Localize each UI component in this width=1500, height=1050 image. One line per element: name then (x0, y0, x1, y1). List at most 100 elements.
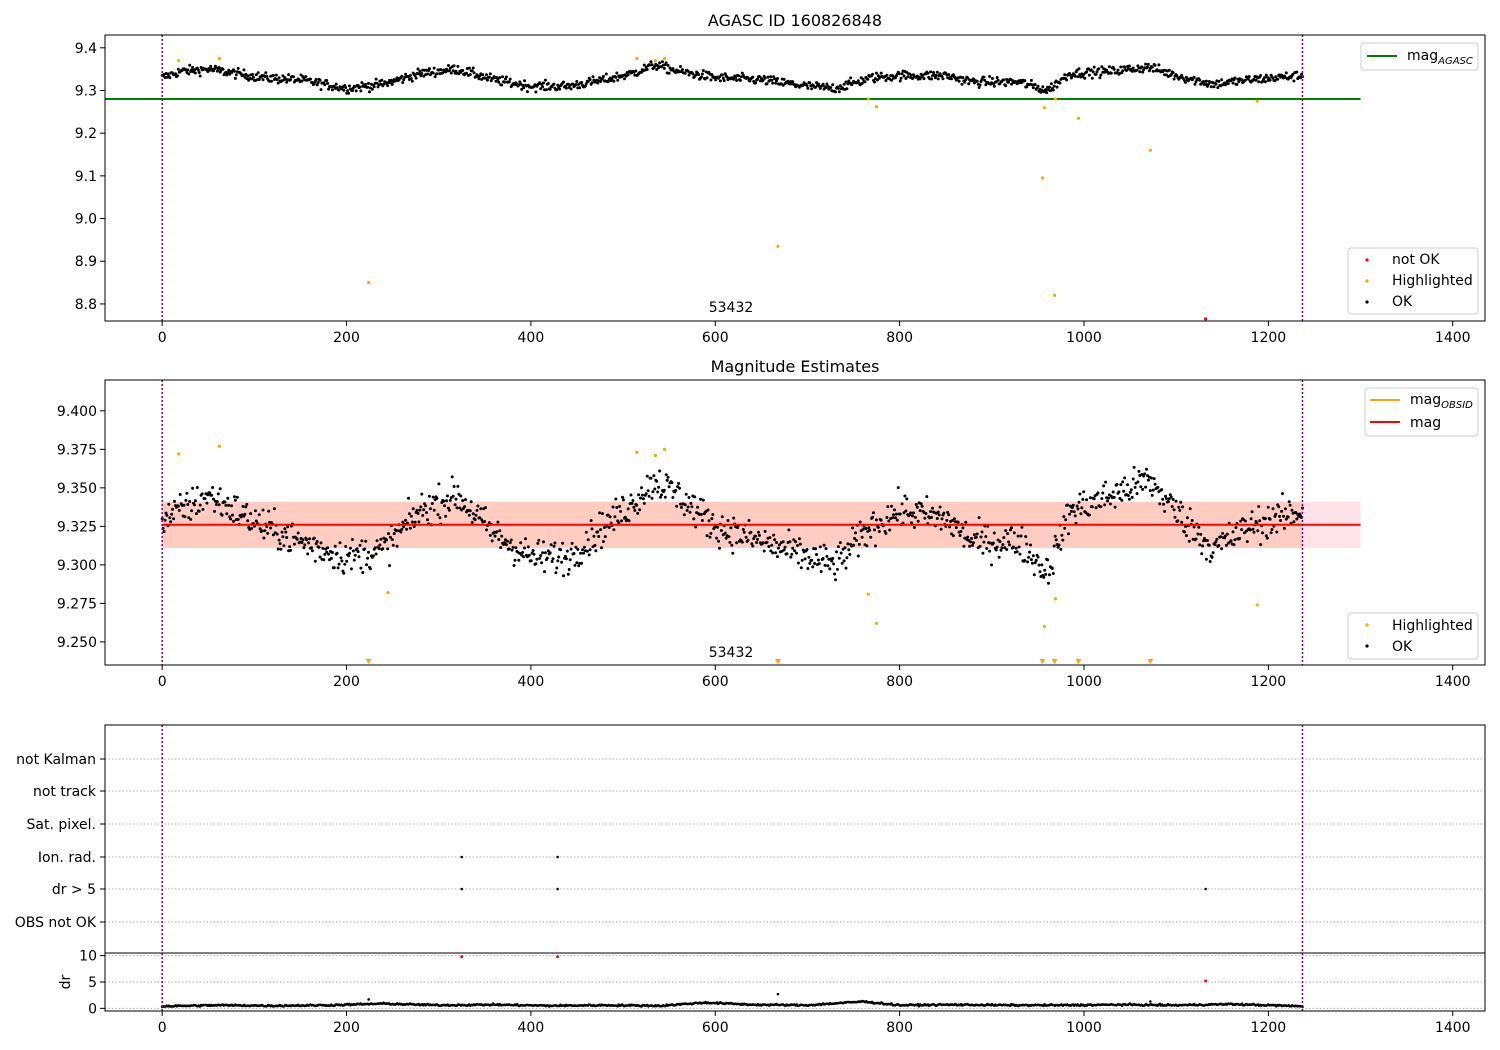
magnitude-ok-point (421, 514, 425, 517)
magnitude-ok-point (263, 529, 267, 533)
magnitude-ok-point (231, 513, 234, 517)
agasc-ok-point (418, 69, 422, 73)
agasc-ok-point (217, 66, 221, 70)
agasc-frame (104, 34, 1486, 322)
magnitude-ok-point (830, 559, 834, 563)
magnitude-ok-point (682, 513, 686, 517)
magnitude-ok-point (720, 515, 724, 519)
magnitude-ok-point (281, 535, 285, 539)
magnitude-ok-point (606, 513, 610, 517)
agasc-highlighted-point (874, 105, 879, 109)
agasc-not-ok-point (1204, 317, 1208, 321)
agasc-ok-point (1098, 76, 1102, 80)
agasc-ok-point (1291, 72, 1295, 76)
magnitude-ok-point (596, 530, 600, 534)
magnitude-ok-point (911, 514, 914, 518)
magnitude-ok-point (333, 544, 337, 548)
magnitude-ok-point (1166, 500, 1170, 504)
magnitude-ok-point (1071, 503, 1075, 507)
magnitude-ok-point (659, 495, 662, 499)
magnitude-ok-point (816, 558, 820, 562)
magnitude-ok-point (1221, 531, 1225, 535)
magnitude-ok-point (277, 538, 281, 542)
magnitude-ok-point (923, 516, 927, 520)
magnitude-highlighted-point (635, 450, 639, 455)
magnitude-ok-point (844, 566, 848, 570)
agasc-ok-point (359, 89, 363, 93)
agasc-ok-point (1116, 68, 1120, 72)
magnitude-ok-point (995, 545, 999, 549)
magnitude-ok-point (260, 529, 264, 533)
magnitude-ok-point (727, 535, 731, 539)
magnitude-ok-point (1255, 521, 1259, 525)
magnitude-ok-point (835, 567, 839, 571)
agasc-ok-point (395, 76, 399, 80)
agasc-ok-point (978, 83, 982, 87)
agasc-ok-point (461, 69, 465, 72)
agasc-ok-point (721, 76, 725, 80)
agasc-ok-point (452, 64, 456, 68)
magnitude-ok-point (361, 571, 365, 574)
magnitude-ok-point (811, 565, 815, 569)
magnitude-ok-point (649, 476, 653, 480)
magnitude-ok-point (1051, 572, 1055, 575)
magnitude-ok-point (1188, 507, 1192, 511)
magnitude-ok-point (700, 519, 704, 522)
magnitude-ok-point (782, 548, 786, 552)
legend-label-mag: mag (1410, 415, 1441, 431)
magnitude-ok-point (436, 513, 440, 517)
magnitude-ok-point (1283, 507, 1287, 511)
magnitude-ok-point (951, 519, 954, 522)
magnitude-ok-point (598, 511, 602, 515)
magnitude-ok-point (931, 506, 934, 510)
magnitude-panel-title: Magnitude Estimates (711, 357, 880, 376)
magnitude-ok-point (805, 548, 809, 551)
magnitude-ok-point (1054, 538, 1058, 542)
magnitude-ok-point (349, 567, 353, 571)
magnitude-ok-point (223, 500, 227, 504)
magnitude-ok-point (250, 527, 254, 530)
agasc-ok-point (842, 82, 846, 86)
magnitude-ok-point (246, 519, 250, 523)
magnitude-ok-point (1050, 566, 1054, 570)
magnitude-ok-point (417, 520, 421, 524)
magnitude-ok-point (913, 515, 917, 519)
magnitude-ok-point (783, 545, 787, 549)
agasc-ok-point (176, 67, 180, 71)
magnitude-ok-point (872, 511, 875, 515)
flag-point (460, 887, 464, 891)
magnitude-ok-point (560, 560, 564, 564)
magnitude-ok-point (1292, 520, 1296, 524)
magnitude-ok-point (626, 507, 630, 511)
magnitude-ok-point (1053, 534, 1057, 538)
agasc-highlighted-point (367, 280, 371, 285)
agasc-ok-point (426, 72, 429, 76)
magnitude-ok-point (233, 498, 237, 502)
agasc-ok-point (885, 73, 889, 77)
magnitude-ok-point (1258, 519, 1262, 523)
agasc-ok-point (507, 80, 511, 84)
magnitude-ok-point (529, 559, 533, 563)
magnitude-ok-point (686, 505, 690, 509)
agasc-ok-point (992, 84, 996, 88)
magnitude-ok-point (303, 543, 307, 547)
magnitude-ok-point (499, 546, 503, 550)
agasc-highlighted-point (177, 59, 181, 63)
flags-panel: not Kalman not track Sat. pixel. Ion. ra… (15, 724, 1486, 954)
magnitude-ok-point (353, 553, 357, 557)
magnitude-ok-point (736, 526, 739, 530)
magnitude-clipped-marker (774, 659, 781, 664)
magnitude-ok-point (220, 513, 224, 517)
magnitude-ok-point (391, 543, 395, 547)
magnitude-ok-point (693, 495, 697, 499)
magnitude-ok-point (536, 541, 540, 545)
agasc-ok-point (265, 74, 269, 78)
magnitude-ok-point (498, 529, 502, 533)
agasc-ok-point (1085, 70, 1089, 74)
magnitude-ok-point (1107, 496, 1110, 500)
magnitude-ok-point (593, 543, 597, 547)
magnitude-ytick-label: 9.350 (57, 481, 97, 497)
agasc-ok-point (642, 63, 646, 67)
agasc-highlighted-point (1052, 293, 1057, 297)
magnitude-ok-point (663, 495, 667, 499)
